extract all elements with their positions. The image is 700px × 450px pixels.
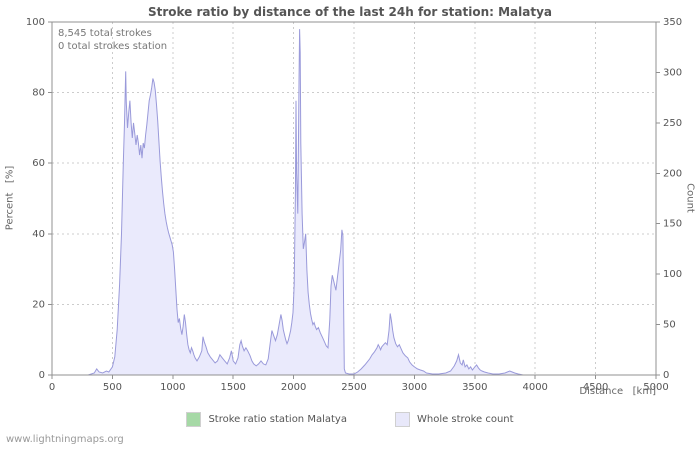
y-left-tick-label: 20 (32, 299, 45, 310)
y-axis-left-label: Percent [%] (4, 165, 16, 231)
y-right-tick-label: 50 (663, 320, 676, 331)
x-tick-label: 2500 (341, 382, 366, 393)
y-left-tick-label: 100 (26, 17, 45, 28)
legend-swatch-ratio (186, 412, 202, 427)
x-tick-label: 2000 (281, 382, 306, 393)
x-tick-label: 3500 (462, 382, 487, 393)
footer-link[interactable]: www.lightningmaps.org (6, 434, 124, 445)
total-strokes-text: 8,545 total strokes (58, 28, 152, 39)
y-right-tick-label: 250 (663, 118, 682, 129)
y-left-tick-label: 40 (32, 229, 45, 240)
x-tick-label: 500 (103, 382, 122, 393)
x-tick-label: 3000 (402, 382, 427, 393)
x-tick-label: 4500 (583, 382, 608, 393)
x-axis-label: Distance [km] (579, 386, 656, 397)
x-tick-label: 1500 (220, 382, 245, 393)
x-tick-label: 1000 (160, 382, 185, 393)
x-tick-label: 0 (49, 382, 55, 393)
y-right-tick-label: 300 (663, 67, 682, 78)
y-right-tick-label: 200 (663, 168, 682, 179)
y-right-tick-label: 350 (663, 17, 682, 28)
y-left-tick-label: 60 (32, 158, 45, 169)
chart-title: Stroke ratio by distance of the last 24h… (147, 5, 553, 19)
x-tick-label: 4000 (522, 382, 547, 393)
x-tick-label: 5000 (643, 382, 668, 393)
legend-swatch-count (394, 412, 410, 427)
chart-annotations: 8,545 total strokes 0 total strokes stat… (58, 27, 167, 53)
legend-item-count: Whole stroke count (394, 412, 514, 427)
legend-label-ratio: Stroke ratio station Malatya (208, 414, 347, 425)
legend-item-ratio: Stroke ratio station Malatya (186, 412, 347, 427)
legend: Stroke ratio station Malatya Whole strok… (0, 412, 700, 427)
y-right-tick-label: 100 (663, 269, 682, 280)
whole-stroke-count-line (52, 29, 656, 376)
y-left-tick-label: 80 (32, 88, 45, 99)
legend-label-count: Whole stroke count (416, 414, 514, 425)
y-right-tick-label: 150 (663, 219, 682, 230)
y-axis-right-label: Count (684, 183, 696, 213)
y-right-tick-label: 0 (663, 370, 669, 381)
total-strokes-station-text: 0 total strokes station (58, 41, 168, 52)
y-left-tick-label: 0 (39, 370, 45, 381)
